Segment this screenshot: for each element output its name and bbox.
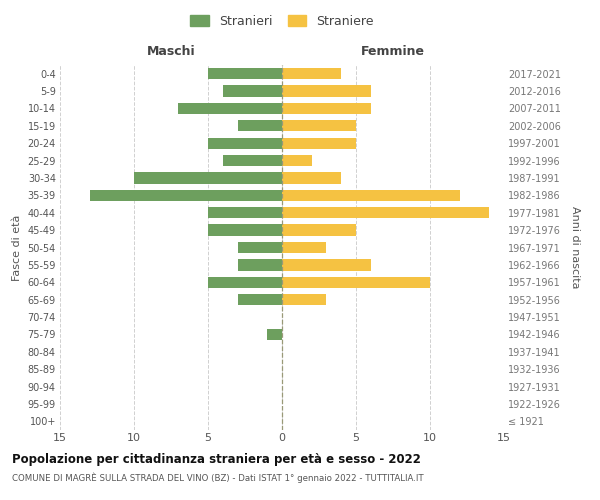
Bar xyxy=(238,242,282,253)
Bar xyxy=(223,155,282,166)
Bar xyxy=(282,120,356,132)
Bar xyxy=(267,329,282,340)
Bar xyxy=(282,190,460,201)
Legend: Stranieri, Straniere: Stranieri, Straniere xyxy=(187,11,377,32)
Bar xyxy=(208,207,282,218)
Bar xyxy=(238,120,282,132)
Y-axis label: Anni di nascita: Anni di nascita xyxy=(569,206,580,289)
Bar xyxy=(178,103,282,114)
Bar xyxy=(282,294,326,306)
Bar xyxy=(134,172,282,184)
Bar xyxy=(282,224,356,236)
Bar xyxy=(282,138,356,149)
Bar xyxy=(208,68,282,80)
Bar xyxy=(282,68,341,80)
Bar xyxy=(208,224,282,236)
Bar xyxy=(282,172,341,184)
Bar xyxy=(282,86,371,96)
Bar xyxy=(89,190,282,201)
Bar xyxy=(238,259,282,270)
Bar xyxy=(282,207,489,218)
Bar xyxy=(223,86,282,96)
Bar xyxy=(238,294,282,306)
Text: Femmine: Femmine xyxy=(361,44,425,58)
Bar xyxy=(282,276,430,288)
Bar xyxy=(282,155,311,166)
Y-axis label: Fasce di età: Fasce di età xyxy=(12,214,22,280)
Bar xyxy=(208,276,282,288)
Bar xyxy=(282,103,371,114)
Text: Maschi: Maschi xyxy=(146,44,196,58)
Bar xyxy=(208,138,282,149)
Bar xyxy=(282,242,326,253)
Text: Popolazione per cittadinanza straniera per età e sesso - 2022: Popolazione per cittadinanza straniera p… xyxy=(12,452,421,466)
Bar xyxy=(282,259,371,270)
Text: COMUNE DI MAGRÈ SULLA STRADA DEL VINO (BZ) - Dati ISTAT 1° gennaio 2022 - TUTTIT: COMUNE DI MAGRÈ SULLA STRADA DEL VINO (B… xyxy=(12,472,424,483)
